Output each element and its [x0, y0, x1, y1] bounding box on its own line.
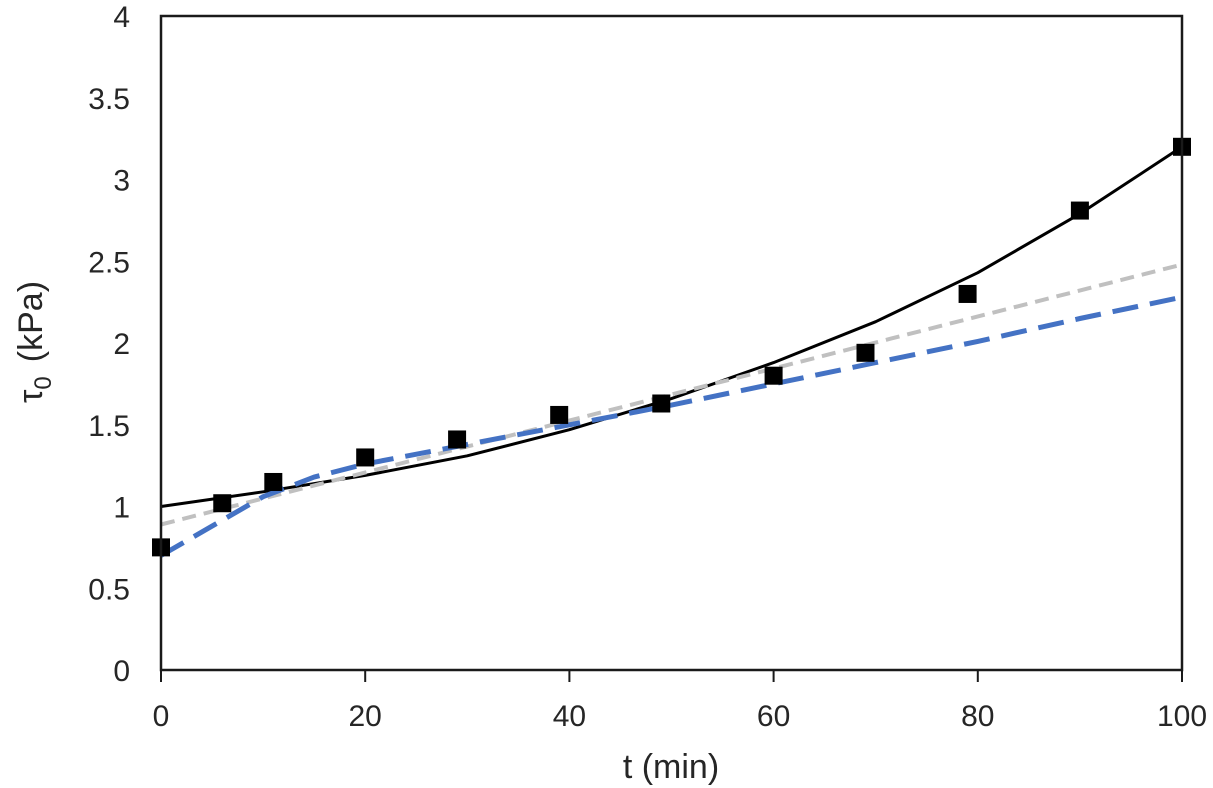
y-axis-symbol: τ	[12, 389, 50, 403]
data-point	[764, 366, 783, 385]
plot-marks	[152, 137, 1191, 558]
x-tick-label: 80	[961, 700, 994, 733]
data-point	[1070, 201, 1089, 220]
y-tick-label: 0.5	[88, 573, 130, 606]
x-tick-label: 100	[1157, 700, 1207, 733]
y-tick-label: 1	[113, 492, 130, 525]
data-point	[652, 394, 671, 413]
fit-line-blue-dashed	[159, 294, 1183, 558]
y-tick-label: 1.5	[88, 410, 130, 443]
data-point	[264, 472, 283, 491]
tick-labels: 0 20 40 60 80 100 0 0.5 1 1.5 2 2.5 3 3.5 4	[88, 1, 1207, 733]
data-point	[448, 430, 467, 449]
axes	[159, 14, 1184, 682]
data-point	[856, 343, 875, 362]
x-tick-label: 60	[757, 700, 790, 733]
y-axis-title: τ0 (kPa)	[12, 281, 57, 403]
x-tick-label: 0	[153, 700, 170, 733]
y-tick-label: 3.5	[88, 83, 130, 116]
data-point	[550, 405, 569, 424]
y-axis-unit: (kPa)	[12, 281, 50, 362]
y-tick-label: 2.5	[88, 246, 130, 279]
data-point	[958, 284, 977, 303]
y-tick-label: 3	[113, 165, 130, 198]
y-tick-label: 2	[113, 328, 130, 361]
fit-line-solid	[160, 145, 1183, 508]
y-tick-label: 4	[113, 1, 130, 34]
y-axis-subscript: 0	[30, 376, 57, 389]
fit-line-gray-dashed	[160, 262, 1183, 527]
x-tick-label: 20	[349, 700, 382, 733]
x-tick-label: 40	[553, 700, 586, 733]
data-point	[356, 448, 375, 467]
plot-frame	[159, 14, 1184, 672]
y-tick-label: 0	[113, 655, 130, 688]
x-axis-title: t (min)	[623, 748, 719, 786]
data-point	[213, 494, 232, 513]
